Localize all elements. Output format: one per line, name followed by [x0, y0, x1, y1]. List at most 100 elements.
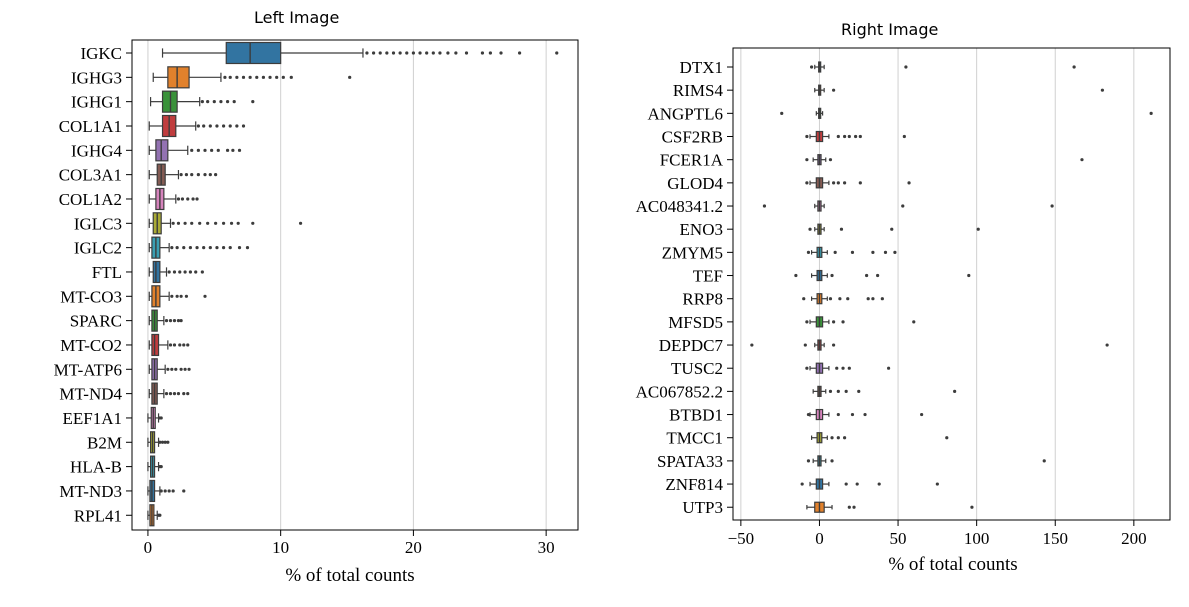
outlier-point	[180, 197, 185, 201]
gene-label: MT-CO2	[60, 336, 122, 355]
outlier-point	[235, 75, 239, 79]
outlier-point	[208, 124, 212, 128]
outlier-point	[175, 246, 179, 250]
outlier-point	[805, 366, 809, 370]
outlier-point	[850, 250, 855, 254]
outlier-point	[828, 389, 833, 393]
outlier-point	[828, 297, 833, 301]
outlier-point	[235, 124, 239, 128]
outlier-point	[839, 227, 844, 231]
outlier-point	[170, 294, 174, 298]
outlier-point	[1149, 111, 1153, 115]
outlier-point	[425, 51, 429, 55]
outlier-point	[215, 124, 219, 128]
gene-label: DEPDC7	[659, 336, 724, 355]
outlier-point	[843, 436, 847, 440]
outlier-point	[411, 51, 416, 55]
outlier-point	[904, 65, 908, 69]
outlier-point	[844, 482, 848, 486]
outlier-point	[499, 51, 503, 55]
outlier-point	[378, 51, 382, 55]
outlier-point	[168, 319, 173, 323]
outlier-point	[228, 246, 232, 250]
right-boxplot-chart: −50 0 50 100 150 200 DTX1 RIMS4 ANGPTL6 CSF2RB FCE…	[636, 47, 1171, 575]
outlier-point	[365, 51, 369, 55]
outlier-point	[836, 134, 840, 139]
outlier-point	[902, 134, 906, 139]
outlier-point	[182, 246, 186, 250]
outlier-point	[887, 366, 891, 370]
gene-label: DTX1	[680, 58, 723, 77]
gene-label: IGKC	[80, 44, 122, 63]
outlier-point	[298, 221, 303, 225]
outlier-point	[237, 246, 242, 250]
outlier-point	[880, 297, 884, 301]
outlier-point	[385, 51, 389, 55]
outlier-point	[780, 111, 784, 115]
outlier-point	[168, 343, 173, 347]
gene-label: RRP8	[682, 290, 723, 309]
outlier-point	[830, 459, 834, 463]
outlier-point	[183, 367, 187, 371]
outlier-point	[178, 270, 182, 274]
outlier-point	[215, 246, 219, 250]
gene-label: TUSC2	[671, 359, 723, 378]
x-axis-label: % of total counts	[888, 554, 1017, 575]
outlier-point	[221, 221, 226, 225]
outlier-point	[164, 392, 169, 396]
outlier-point	[171, 489, 175, 493]
gene-label: MFSD5	[668, 313, 723, 332]
outlier-point	[907, 181, 911, 185]
gene-label: IGHG4	[71, 141, 122, 160]
outlier-point	[194, 270, 198, 274]
gene-label: SPATA33	[657, 452, 723, 471]
outlier-point	[847, 366, 851, 370]
outlier-point	[838, 297, 842, 301]
outlier-point	[172, 319, 177, 323]
outlier-point	[857, 389, 861, 393]
outlier-point	[166, 367, 170, 371]
gene-label: RPL41	[74, 506, 122, 525]
outlier-point	[852, 505, 856, 509]
gene-label: COL3A1	[59, 166, 122, 185]
outlier-point	[836, 389, 840, 393]
outlier-point	[236, 221, 240, 225]
outlier-point	[405, 51, 409, 55]
outlier-point	[245, 246, 250, 250]
outlier-point	[806, 412, 811, 417]
x-tick-label: 100	[964, 529, 990, 548]
outlier-point	[166, 440, 170, 444]
outlier-point	[176, 221, 181, 225]
outlier-point	[196, 124, 200, 128]
outlier-point	[348, 75, 352, 79]
outlier-point	[196, 173, 200, 177]
x-tick-label: 50	[890, 529, 907, 548]
outlier-point	[195, 197, 199, 201]
outlier-point	[163, 489, 167, 493]
outlier-point	[912, 320, 916, 324]
outlier-point	[806, 459, 811, 463]
gene-label: AC067852.2	[636, 382, 723, 401]
gene-label: COL1A1	[59, 117, 122, 136]
outlier-point	[830, 436, 834, 440]
outlier-point	[186, 343, 190, 347]
box	[167, 66, 190, 89]
gene-label: IGHG1	[71, 93, 122, 112]
outlier-point	[176, 392, 181, 396]
outlier-point	[241, 124, 246, 128]
outlier-point	[176, 319, 181, 323]
outlier-point	[806, 250, 811, 254]
outlier-point	[159, 416, 163, 420]
outlier-point	[1042, 459, 1046, 463]
gene-label: GLOD4	[667, 174, 723, 193]
gene-label: UTP3	[682, 498, 723, 517]
outlier-point	[182, 489, 186, 493]
outlier-point	[391, 51, 396, 55]
outlier-point	[187, 367, 191, 371]
outlier-point	[186, 392, 190, 396]
outlier-point	[871, 297, 875, 301]
gene-label: IGLC3	[74, 214, 122, 233]
outlier-point	[214, 221, 218, 225]
outlier-point	[268, 75, 272, 79]
outlier-point	[836, 412, 840, 417]
